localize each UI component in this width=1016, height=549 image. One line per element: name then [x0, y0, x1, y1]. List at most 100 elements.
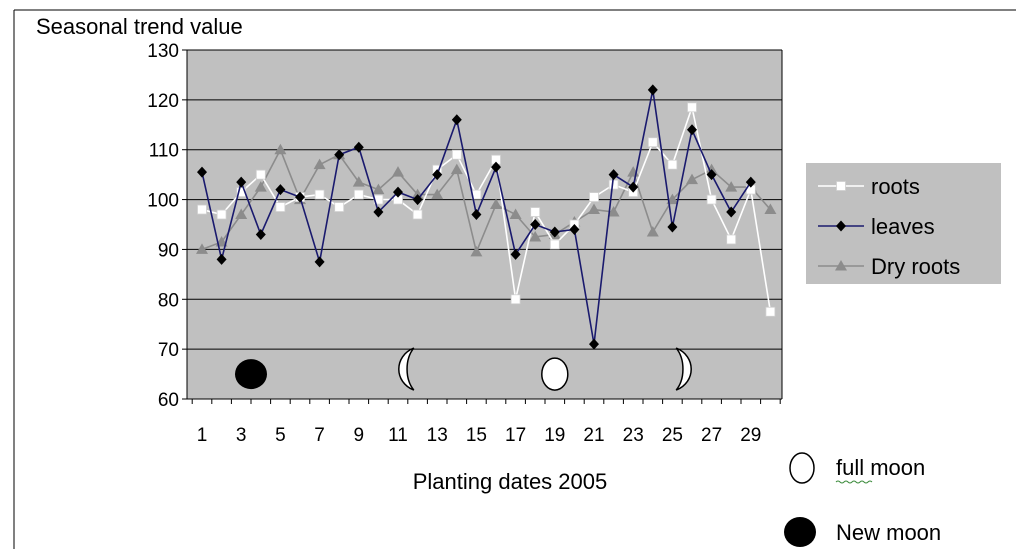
data-point-leaves: [628, 181, 639, 193]
data-point-leaves: [530, 219, 541, 230]
data-point-dry-roots: [705, 163, 718, 175]
data-point-leaves: [608, 169, 619, 181]
data-point-roots: [530, 207, 541, 217]
data-point-dry-roots: [490, 198, 502, 210]
data-point-leaves: [647, 84, 658, 96]
data-point-roots: [706, 194, 717, 205]
x-tick-label: 23: [623, 425, 644, 446]
data-point-roots: [549, 239, 560, 250]
legend: roots leaves Dry roots: [806, 163, 1001, 284]
data-point-roots: [353, 189, 364, 200]
data-point-roots: [510, 294, 521, 305]
y-tick-label: 120: [147, 91, 179, 112]
legend-label-leaves: leaves: [871, 214, 935, 239]
x-tick-label: 15: [466, 425, 487, 446]
data-point-leaves: [451, 114, 462, 126]
data-point-roots: [216, 209, 227, 220]
y-tick-label: 80: [158, 290, 179, 311]
data-point-leaves: [393, 186, 403, 198]
moon-legend: full moon New moon: [784, 452, 941, 547]
x-tick-label: 13: [427, 425, 448, 446]
legend-marker-leaves: [836, 220, 846, 232]
x-tick-label: 7: [314, 425, 325, 446]
data-point-roots: [687, 102, 697, 113]
data-point-dry-roots: [431, 188, 444, 200]
data-point-roots: [255, 169, 266, 180]
data-point-leaves: [667, 221, 678, 233]
legend-label-dry-roots: Dry roots: [871, 254, 960, 279]
data-point-leaves: [510, 248, 521, 260]
moon-phase-markers: [235, 347, 692, 391]
data-point-leaves: [432, 169, 443, 181]
data-point-leaves: [314, 256, 325, 268]
data-point-leaves: [255, 228, 266, 240]
series-line-dry-roots: [201, 147, 772, 255]
data-point-leaves: [197, 166, 207, 178]
x-tick-label: 1: [197, 425, 208, 446]
data-point-dry-roots: [372, 183, 385, 195]
data-point-dry-roots: [686, 173, 698, 185]
y-tick-label: 100: [147, 191, 179, 212]
data-point-dry-roots: [196, 243, 208, 254]
y-tick-label: 60: [158, 390, 179, 411]
x-tick-label: 5: [275, 425, 286, 446]
moon-legend-label-new: New moon: [836, 520, 941, 545]
x-tick-label: 29: [740, 425, 761, 446]
data-point-dry-roots: [450, 163, 463, 175]
data-point-leaves: [589, 338, 599, 350]
new-moon-icon: [235, 359, 267, 390]
data-point-roots: [667, 159, 678, 170]
data-point-dry-roots: [509, 208, 522, 220]
data-point-roots: [275, 202, 286, 212]
data-point-leaves: [412, 194, 423, 206]
data-point-leaves: [549, 226, 560, 238]
data-point-roots: [589, 192, 599, 202]
x-axis-title: Planting dates 2005: [413, 469, 608, 494]
data-point-dry-roots: [392, 166, 404, 177]
y-axis-title: Seasonal trend value: [36, 14, 243, 39]
legend-label-roots: roots: [871, 174, 920, 199]
data-point-dry-roots: [588, 203, 600, 215]
crescent-moon-icon: [398, 347, 415, 391]
data-point-dry-roots: [235, 208, 248, 220]
data-point-leaves: [275, 184, 286, 196]
series-leaves: [197, 84, 756, 350]
crescent-moon-icon: [675, 347, 692, 391]
y-tick-label: 130: [147, 41, 179, 62]
data-point-roots: [412, 209, 423, 220]
data-series: [196, 84, 777, 350]
data-point-leaves: [216, 253, 227, 265]
x-tick-label: 11: [388, 425, 408, 446]
y-tick-label: 90: [158, 240, 179, 261]
new-moon-icon: [784, 517, 816, 547]
x-tick-label: 17: [505, 425, 526, 446]
data-point-dry-roots: [313, 158, 326, 170]
data-point-leaves: [569, 223, 580, 235]
moon-legend-label-full: full moon: [836, 455, 925, 480]
data-point-roots: [197, 204, 207, 215]
full-moon-icon: [541, 357, 569, 391]
data-point-leaves: [236, 176, 247, 188]
y-tick-label: 70: [158, 340, 179, 361]
data-point-leaves: [471, 209, 482, 221]
data-point-leaves: [295, 191, 305, 203]
data-point-leaves: [745, 176, 756, 188]
data-point-dry-roots: [352, 176, 365, 187]
data-point-roots: [647, 137, 658, 148]
data-point-dry-roots: [274, 143, 287, 155]
data-point-roots: [765, 306, 776, 317]
data-point-dry-roots: [529, 230, 542, 242]
data-point-leaves: [706, 169, 717, 181]
y-tick-label: 110: [149, 141, 179, 162]
x-tick-label: 3: [236, 425, 247, 446]
legend-marker-roots: [836, 181, 846, 191]
x-tick-label: 27: [701, 425, 722, 446]
x-tick-label: 25: [662, 425, 683, 446]
data-point-dry-roots: [764, 203, 777, 215]
legend-marker-dry-roots: [835, 260, 847, 271]
data-point-leaves: [353, 141, 364, 153]
x-tick-label: 9: [354, 425, 365, 446]
spellcheck-underline: [835, 480, 873, 484]
